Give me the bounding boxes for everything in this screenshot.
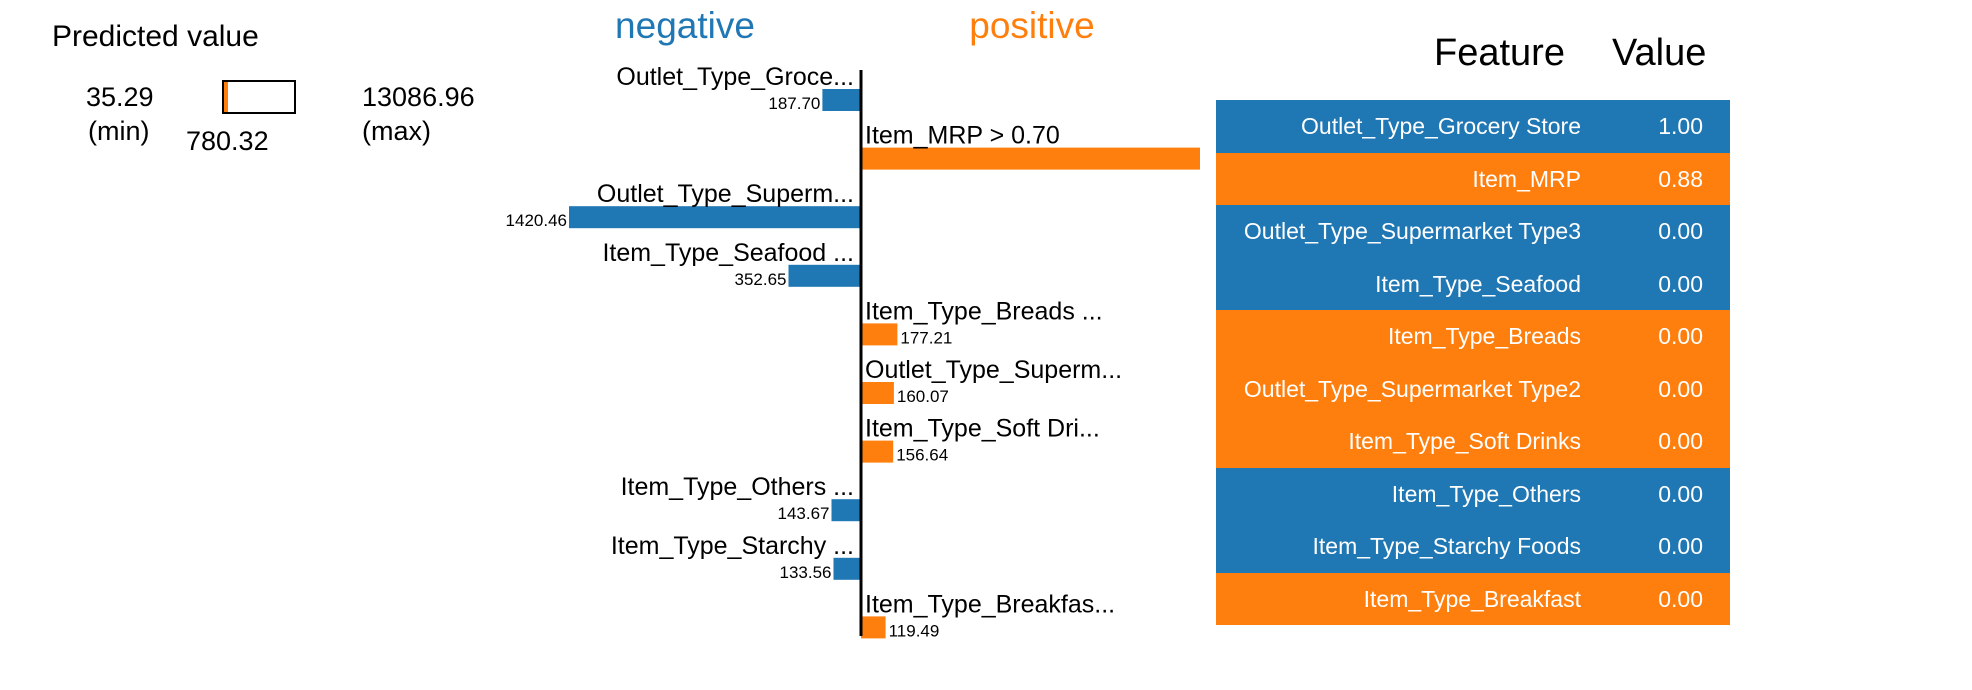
feature-name: Outlet_Type_Grocery Store (1301, 113, 1581, 139)
bar-positive-9 (861, 616, 886, 639)
bar-positive-6 (861, 440, 894, 463)
feature-name: Item_Type_Seafood (1375, 270, 1581, 297)
bar-label: Outlet_Type_Groce... (616, 63, 854, 91)
bar-negative-0 (822, 89, 861, 111)
predicted-value-title: Predicted value (52, 20, 259, 53)
explanation-bar-chart: negative positive Outlet_Type_Groce... 18… (506, 5, 1200, 640)
feature-value: 0.00 (1658, 428, 1703, 454)
bar-label: Item_MRP > 0.70 (865, 122, 1060, 150)
value-column-header: Value (1612, 32, 1707, 74)
predicted-value-bar-frame (222, 80, 296, 114)
bar-label: Item_Type_Breads ... (865, 297, 1103, 325)
feature-name: Item_Type_Soft Drinks (1348, 428, 1581, 454)
bar-negative-8 (833, 557, 861, 580)
feature-value: 0.00 (1658, 218, 1703, 244)
predicted-min-label: (min) (88, 116, 150, 146)
bar-positive-1 (861, 147, 1200, 170)
table-row: Outlet_Type_Grocery Store 1.00 (1216, 100, 1730, 153)
table-row: Item_Type_Soft Drinks 0.00 (1216, 415, 1730, 468)
table-row: Item_Type_Others 0.00 (1216, 467, 1730, 520)
feature-value: 0.00 (1658, 375, 1703, 402)
bar-negative-3 (788, 264, 861, 287)
feature-column-header: Feature (1434, 32, 1565, 74)
feature-name: Item_Type_Breakfast (1363, 585, 1581, 612)
feature-name: Outlet_Type_Supermarket Type2 (1243, 375, 1581, 402)
feature-name: Item_Type_Starchy Foods (1312, 533, 1581, 559)
bar-value-label: 187.70 (768, 94, 820, 113)
table-row: Outlet_Type_Supermarket Type3 0.00 (1216, 205, 1730, 258)
bar-value-label: 119.49 (889, 621, 940, 640)
feature-value: 0.00 (1658, 480, 1703, 507)
bar-value-label: 156.64 (896, 446, 948, 465)
predicted-value-bar-fill (224, 82, 228, 112)
negative-header: negative (615, 5, 755, 46)
bar-positive-5 (861, 382, 894, 404)
bar-value-label: 133.56 (780, 563, 832, 582)
table-row: Item_Type_Seafood 0.00 (1216, 257, 1730, 310)
table-row: Outlet_Type_Supermarket Type2 0.00 (1216, 362, 1730, 415)
bar-positive-4 (861, 323, 898, 346)
predicted-max-label: (max) (362, 116, 431, 146)
predicted-value: 780.32 (186, 126, 269, 156)
bar-label: Item_Type_Breakfas... (865, 590, 1115, 618)
table-row: Item_MRP 0.88 (1216, 152, 1730, 205)
bar-negative-7 (831, 499, 861, 522)
feature-name: Outlet_Type_Supermarket Type3 (1243, 218, 1581, 244)
bar-value-label: 160.07 (897, 387, 949, 406)
feature-name: Item_Type_Breads (1387, 323, 1581, 349)
feature-name: Item_Type_Others (1391, 480, 1581, 507)
bar-value-label: 143.67 (778, 504, 830, 523)
predicted-min-value: 35.29 (86, 82, 154, 112)
bar-value-label: 1420.46 (506, 211, 567, 230)
predicted-max-value: 13086.96 (362, 82, 475, 112)
bar-label: Item_Type_Soft Dri... (865, 415, 1100, 443)
feature-value: 0.88 (1658, 165, 1703, 192)
feature-value: 0.00 (1658, 323, 1703, 349)
bar-label: Item_Type_Others ... (621, 473, 854, 501)
feature-value: 0.00 (1658, 585, 1703, 612)
bar-label: Outlet_Type_Superm... (865, 356, 1122, 384)
bar-label: Item_Type_Seafood ... (602, 239, 854, 267)
bar-negative-2 (569, 206, 861, 229)
feature-name: Item_MRP (1472, 165, 1581, 192)
feature-value-table: Outlet_Type_Grocery Store 1.00 Item_MRP 0.8… (1216, 100, 1730, 625)
table-row: Item_Type_Breads 0.00 (1216, 310, 1730, 363)
bar-value-label: 352.65 (735, 270, 787, 289)
table-row: Item_Type_Breakfast 0.00 (1216, 572, 1730, 625)
bar-label: Outlet_Type_Superm... (597, 180, 854, 208)
table-row: Item_Type_Starchy Foods 0.00 (1216, 520, 1730, 573)
bar-label: Item_Type_Starchy ... (611, 532, 854, 560)
feature-value: 1.00 (1658, 113, 1703, 139)
feature-value: 0.00 (1658, 270, 1703, 297)
bar-value-label: 177.21 (900, 328, 952, 347)
feature-value: 0.00 (1658, 533, 1703, 559)
positive-header: positive (969, 5, 1094, 46)
